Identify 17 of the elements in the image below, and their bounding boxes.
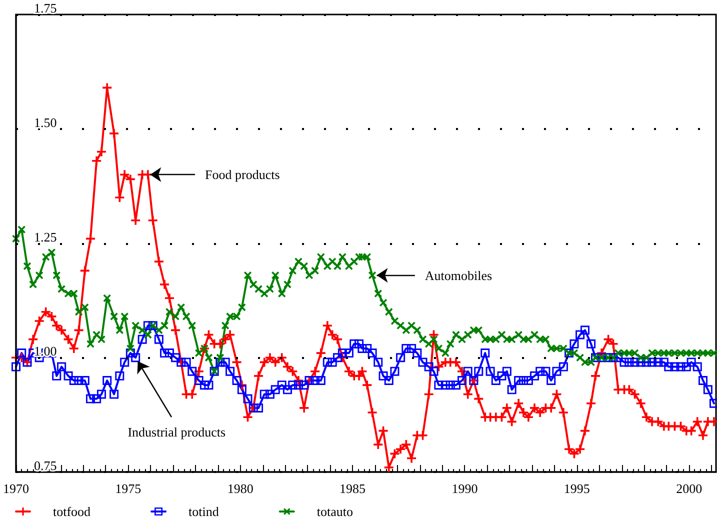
x-tick-label: 1985: [340, 481, 366, 496]
x-tick-label: 1980: [227, 481, 254, 496]
annotation: Food products: [205, 167, 280, 182]
x-tick-label: 1990: [452, 481, 478, 496]
legend-label: totind: [188, 504, 220, 519]
legend-label: totauto: [316, 504, 353, 519]
legend-label: totfood: [53, 504, 92, 519]
annotation: Automobiles: [424, 268, 492, 283]
annotation: Industrial products: [128, 424, 226, 440]
x-tick-label: 1970: [3, 481, 29, 496]
x-tick-label: 2000: [676, 481, 702, 496]
y-tick-label: 1.50: [34, 114, 57, 130]
y-tick-label: 1.75: [34, 0, 57, 16]
y-tick-label: 1.25: [34, 229, 57, 244]
x-tick-label: 1995: [564, 481, 590, 496]
x-tick-label: 1975: [115, 481, 142, 496]
y-tick-label: 0.75: [34, 458, 57, 473]
